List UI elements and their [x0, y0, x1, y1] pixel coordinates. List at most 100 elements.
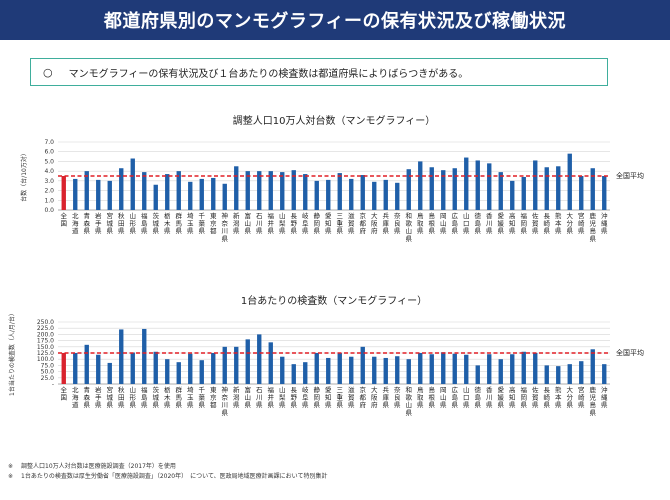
- x-tick-label: 新潟県: [233, 385, 240, 409]
- x-tick-label: 三重県: [337, 386, 344, 409]
- y-tick-label: 2.0: [44, 188, 54, 195]
- x-tick-label: 高知県: [509, 385, 516, 409]
- x-tick-label: 岩手県: [95, 385, 102, 409]
- x-tick-label: 長崎県: [544, 386, 551, 409]
- bar: [395, 182, 400, 210]
- page-title: 都道府県別のマンモグラフィーの保有状況及び稼働状況: [0, 0, 670, 40]
- y-tick-label: 250.0: [37, 319, 54, 326]
- y-tick-label: 100.0: [37, 356, 54, 363]
- bar: [544, 167, 549, 210]
- bar: [96, 179, 101, 210]
- bar: [84, 171, 89, 210]
- footnotes: ※ 調整人口10万人対台数は医療施設調査（2017年）を使用 ※ 1台あたりの検査数…: [8, 462, 327, 482]
- x-tick-label: 京都府: [360, 211, 367, 235]
- x-tick-label: 大阪府: [371, 385, 378, 409]
- bar: [579, 361, 584, 384]
- bar: [153, 184, 158, 210]
- bar: [130, 352, 135, 384]
- x-tick-label: 宮城県: [107, 211, 114, 235]
- x-tick-label: 群馬県: [176, 385, 183, 409]
- y-tick-label: 1.0: [44, 197, 54, 204]
- bar: [222, 183, 227, 210]
- bar: [602, 364, 607, 384]
- bar: [567, 364, 572, 384]
- x-tick-label: 茨城県: [153, 385, 160, 409]
- bar: [590, 349, 595, 384]
- x-tick-label: 長野県: [291, 386, 298, 409]
- x-tick-label: 千葉県: [199, 385, 206, 409]
- bar: [395, 356, 400, 384]
- bar: [464, 354, 469, 384]
- y-tick-label: 150.0: [37, 344, 54, 351]
- bar: [521, 351, 526, 384]
- bar: [84, 344, 89, 384]
- y-tick-label: 5.0: [44, 158, 54, 165]
- x-tick-label: 神奈川県: [222, 385, 229, 417]
- bar: [188, 181, 193, 210]
- x-tick-label: 群馬県: [176, 211, 183, 235]
- x-tick-label: 佐賀県: [532, 211, 539, 235]
- x-tick-label: 東京都: [210, 385, 217, 409]
- y-axis-label: 台数（台/10万対）: [20, 150, 28, 202]
- x-tick-label: 茨城県: [153, 211, 160, 235]
- x-tick-label: 新潟県: [233, 211, 240, 235]
- bar: [245, 171, 250, 210]
- bar: [280, 172, 285, 210]
- bar: [211, 177, 216, 210]
- footnote-1: ※ 調整人口10万人対台数は医療施設調査（2017年）を使用: [8, 463, 176, 470]
- bar: [234, 166, 239, 210]
- bar: [176, 362, 181, 384]
- bar: [199, 360, 204, 384]
- bar-national: [61, 353, 66, 384]
- bar: [165, 359, 170, 384]
- x-tick-label: 兵庫県: [383, 385, 390, 409]
- x-tick-label: 富山県: [245, 385, 252, 409]
- bar: [487, 163, 492, 210]
- y-tick-label: 125.0: [37, 350, 54, 357]
- bar: [429, 354, 434, 384]
- bar: [234, 346, 239, 384]
- x-tick-label: 北海道: [72, 212, 79, 235]
- x-tick-label: 神奈川県: [222, 211, 229, 243]
- x-tick-label: 青森県: [84, 385, 91, 409]
- x-tick-label: 兵庫県: [383, 211, 390, 235]
- x-tick-label: 和歌山県: [406, 385, 413, 417]
- bar: [556, 366, 561, 384]
- bar: [268, 171, 273, 210]
- x-tick-label: 島根県: [429, 211, 436, 235]
- bar: [199, 178, 204, 210]
- x-tick-label: 埼玉県: [187, 385, 194, 409]
- x-tick-label: 宮崎県: [578, 211, 585, 235]
- x-tick-label: 香川県: [486, 211, 493, 235]
- x-tick-label: 福井県: [268, 211, 275, 235]
- bar: [418, 161, 423, 210]
- x-tick-label: 広島県: [452, 211, 459, 235]
- x-tick-label: 福岡県: [521, 211, 528, 235]
- x-tick-label: 三重県: [337, 212, 344, 235]
- bar: [452, 168, 457, 210]
- x-tick-label: 埼玉県: [187, 211, 194, 235]
- y-tick-label: 25.0: [41, 375, 55, 382]
- bar: [73, 353, 78, 384]
- x-tick-label: 大分県: [567, 211, 574, 235]
- y-axis-label: 1台当たりの検査数（人/月/台）: [8, 310, 16, 396]
- bar: [360, 175, 365, 210]
- chart-title: 調整人口10万人対台数（マンモグラフィー）: [233, 114, 436, 127]
- x-tick-label: 滋賀県: [348, 385, 355, 409]
- y-tick-label: 50.0: [41, 369, 55, 376]
- y-tick-label: 175.0: [37, 338, 54, 345]
- x-tick-label: 大分県: [567, 385, 574, 409]
- bar: [498, 359, 503, 384]
- national-average-label: 全国平均: [616, 348, 644, 357]
- x-tick-label: 奈良県: [394, 385, 401, 409]
- x-tick-label: 宮城県: [107, 385, 114, 409]
- x-tick-label: 島根県: [429, 385, 436, 409]
- x-tick-label: 東京都: [210, 211, 217, 235]
- x-tick-label: 岡山県: [440, 386, 447, 409]
- x-tick-label: 沖縄県: [601, 385, 608, 409]
- bar: [119, 168, 124, 210]
- x-tick-label: 福島県: [141, 211, 148, 235]
- x-tick-label: 奈良県: [394, 211, 401, 235]
- x-tick-label: 和歌山県: [406, 211, 413, 243]
- bar: [107, 362, 112, 384]
